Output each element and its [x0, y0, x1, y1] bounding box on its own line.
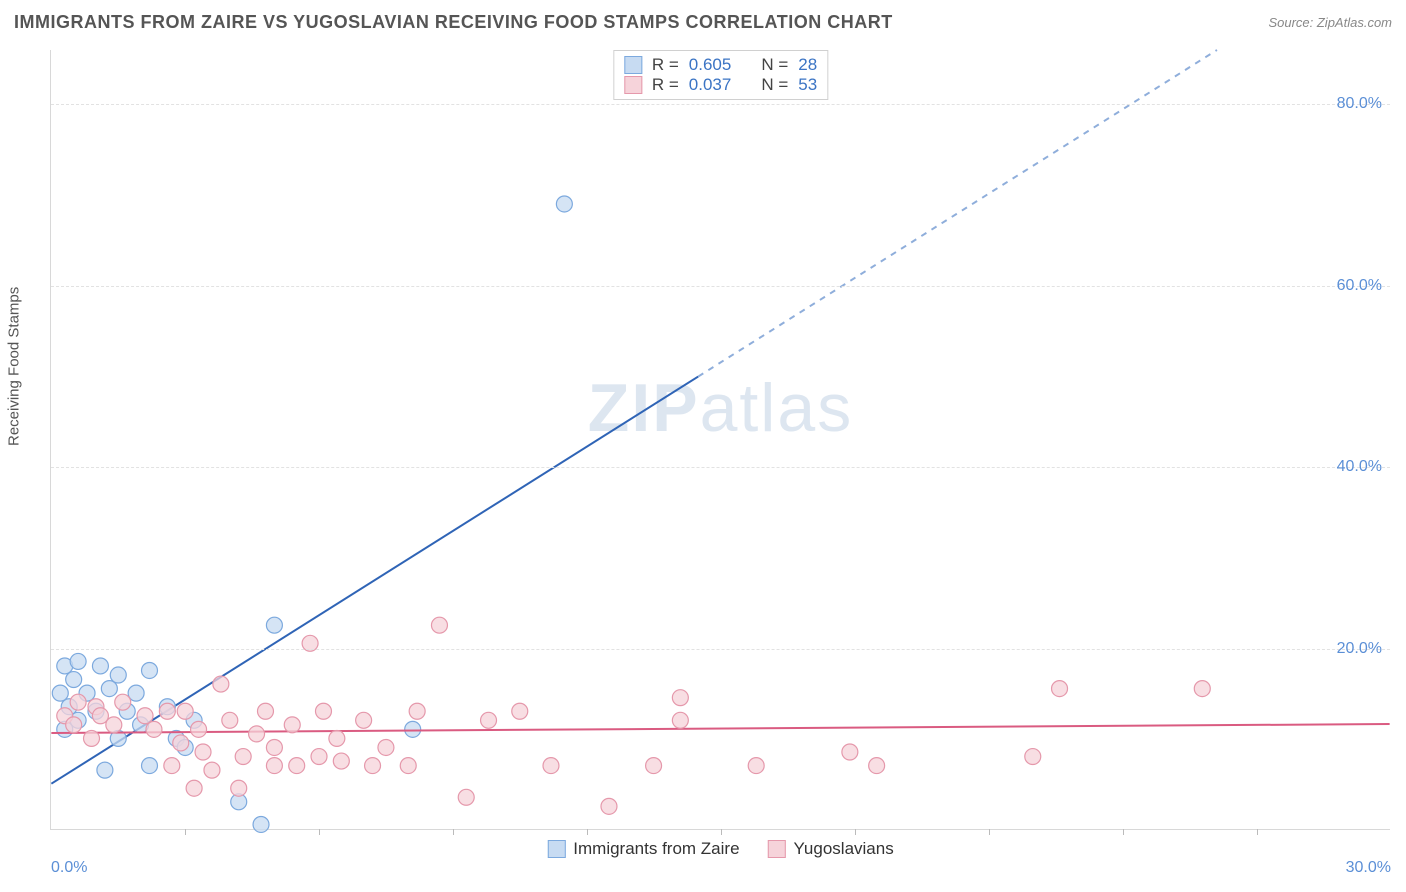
correlation-legend: R = 0.605 N = 28 R = 0.037 N = 53: [613, 50, 828, 100]
x-tick-label: 0.0%: [51, 859, 87, 877]
plot-svg: [51, 50, 1390, 829]
series-legend-item: Yugoslavians: [768, 839, 894, 859]
y-tick-label: 20.0%: [1337, 640, 1382, 658]
n-label: N =: [761, 55, 788, 75]
x-tick-mark: [1257, 829, 1258, 835]
x-tick-label: 30.0%: [1346, 859, 1391, 877]
legend-swatch: [624, 76, 642, 94]
y-tick-label: 60.0%: [1337, 277, 1382, 295]
chart-plot-area: ZIPatlas R =0.605N =28R =0.037N =53 Immi…: [50, 50, 1390, 830]
chart-header: IMMIGRANTS FROM ZAIRE VS YUGOSLAVIAN REC…: [14, 12, 1392, 33]
x-tick-mark: [453, 829, 454, 835]
n-value: 28: [798, 55, 817, 75]
x-tick-mark: [989, 829, 990, 835]
series-legend-label: Yugoslavians: [794, 839, 894, 859]
series-legend: Immigrants from Zaire Yugoslavians: [547, 839, 893, 859]
r-value: 0.605: [689, 55, 732, 75]
correlation-legend-row: R = 0.605 N = 28: [624, 55, 817, 75]
correlation-legend-row: R = 0.037 N = 53: [624, 75, 817, 95]
gridline-horizontal: [51, 104, 1390, 105]
legend-swatch: [624, 56, 642, 74]
source-attribution: Source: ZipAtlas.com: [1268, 15, 1392, 30]
x-tick-mark: [855, 829, 856, 835]
y-axis-label: Receiving Food Stamps: [6, 287, 23, 446]
n-value: 53: [798, 75, 817, 95]
r-value: 0.037: [689, 75, 732, 95]
x-tick-mark: [185, 829, 186, 835]
y-tick-label: 80.0%: [1337, 95, 1382, 113]
y-tick-label: 40.0%: [1337, 458, 1382, 476]
x-tick-mark: [721, 829, 722, 835]
series-legend-item: Immigrants from Zaire: [547, 839, 739, 859]
legend-swatch: [768, 840, 786, 858]
r-label: R =: [652, 75, 679, 95]
chart-title: IMMIGRANTS FROM ZAIRE VS YUGOSLAVIAN REC…: [14, 12, 893, 33]
n-label: N =: [761, 75, 788, 95]
r-label: R =: [652, 55, 679, 75]
x-tick-mark: [587, 829, 588, 835]
legend-swatch: [547, 840, 565, 858]
x-tick-mark: [319, 829, 320, 835]
gridline-horizontal: [51, 649, 1390, 650]
gridline-horizontal: [51, 286, 1390, 287]
gridline-horizontal: [51, 467, 1390, 468]
series-legend-label: Immigrants from Zaire: [573, 839, 739, 859]
x-tick-mark: [1123, 829, 1124, 835]
